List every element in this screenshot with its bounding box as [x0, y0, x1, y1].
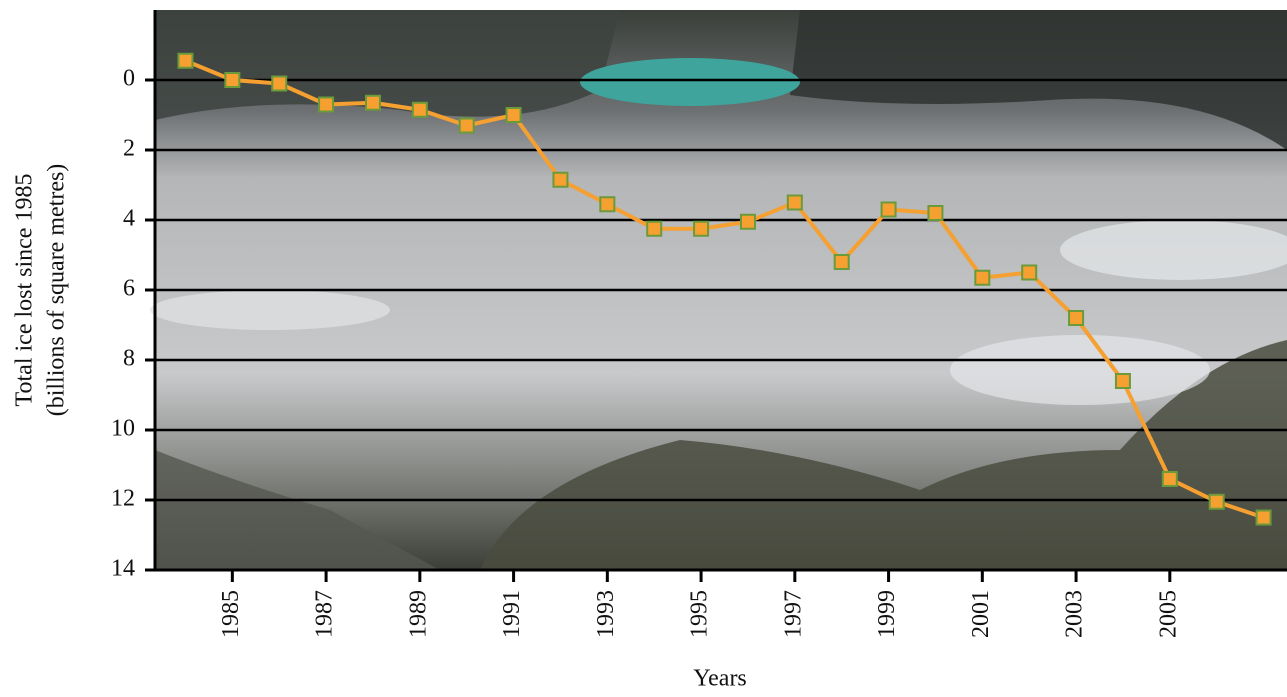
y-tick-label: 12	[111, 486, 135, 512]
data-marker	[271, 75, 288, 92]
data-marker	[1255, 509, 1272, 526]
data-marker	[1208, 493, 1225, 510]
data-marker	[599, 196, 616, 213]
data-marker	[974, 269, 991, 286]
x-tick-label: 1993	[593, 590, 619, 638]
x-tick-label: 1999	[874, 590, 900, 638]
y-axis-title: Total ice lost since 1985	[12, 174, 38, 407]
data-marker	[1021, 264, 1038, 281]
x-tick-label: 1995	[687, 590, 713, 638]
data-marker	[1114, 373, 1131, 389]
y-tick-label: 2	[123, 136, 135, 162]
x-tick-label: 1985	[218, 590, 244, 638]
y-tick-label: 4	[123, 206, 135, 232]
y-tick-label: 0	[123, 66, 135, 92]
data-marker	[786, 194, 803, 211]
data-marker	[318, 96, 335, 113]
x-tick-label: 1991	[499, 590, 525, 638]
data-marker	[364, 94, 381, 111]
data-marker	[927, 205, 944, 221]
data-marker	[646, 220, 663, 237]
data-marker	[505, 107, 522, 123]
x-tick-label: 1989	[405, 590, 431, 638]
data-marker	[693, 220, 710, 237]
y-axis-title: (billions of square metres)	[44, 164, 70, 417]
data-marker	[224, 72, 241, 88]
x-tick-label: 2003	[1062, 590, 1088, 638]
y-tick-label: 14	[111, 556, 135, 582]
data-marker	[739, 213, 756, 230]
y-tick-label: 8	[123, 346, 135, 372]
x-axis-title: Years	[693, 666, 747, 692]
data-marker	[411, 101, 428, 118]
x-tick-label: 1997	[780, 590, 806, 638]
y-tick-label: 10	[111, 416, 135, 442]
data-marker	[177, 52, 194, 69]
data-marker	[458, 117, 475, 134]
x-tick-label: 2005	[1155, 590, 1181, 638]
x-tick-label: 1987	[312, 590, 338, 638]
data-marker	[833, 254, 850, 270]
data-marker	[880, 201, 897, 218]
data-marker	[552, 171, 569, 188]
y-tick-label: 6	[123, 276, 135, 302]
data-marker	[1161, 471, 1178, 487]
data-marker	[1068, 310, 1085, 326]
x-tick-label: 2001	[968, 590, 994, 638]
